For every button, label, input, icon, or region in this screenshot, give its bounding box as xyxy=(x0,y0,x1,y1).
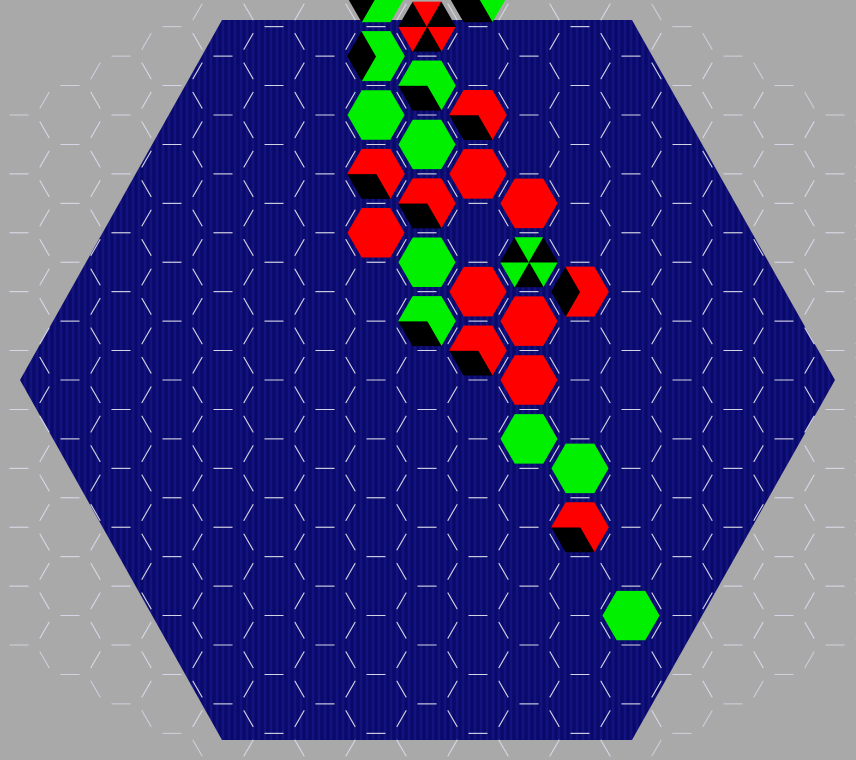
tile-face xyxy=(347,90,405,140)
hex-tile[interactable] xyxy=(449,0,506,23)
hex-tile[interactable] xyxy=(449,89,507,141)
hex-tile[interactable] xyxy=(551,501,609,553)
hex-tile[interactable] xyxy=(347,148,405,200)
tile-segment xyxy=(348,0,375,23)
hex-tile[interactable] xyxy=(500,236,558,288)
hex-tile[interactable] xyxy=(500,414,558,464)
hex-tile[interactable] xyxy=(602,590,660,641)
hex-tile[interactable] xyxy=(500,296,558,346)
hex-tile[interactable] xyxy=(347,208,405,258)
tile-face xyxy=(551,443,609,494)
tile-segment xyxy=(426,178,456,204)
hex-tile[interactable] xyxy=(398,178,456,229)
tile-segment xyxy=(426,295,456,322)
tile-segment xyxy=(477,89,507,116)
tile-face xyxy=(500,296,558,346)
tile-face xyxy=(398,119,456,170)
tile-segment xyxy=(579,266,609,292)
tile-segment xyxy=(450,0,477,23)
hex-tile[interactable] xyxy=(551,266,609,317)
hex-tile[interactable] xyxy=(347,90,405,140)
hex-tile[interactable] xyxy=(398,1,456,52)
hex-tile[interactable] xyxy=(347,30,405,82)
hex-tile[interactable] xyxy=(347,0,404,23)
board-hexagon xyxy=(20,20,835,740)
tile-face xyxy=(500,355,558,405)
hex-tile[interactable] xyxy=(500,355,558,405)
tile-face xyxy=(449,149,507,199)
tile-face xyxy=(500,178,558,229)
tile-face xyxy=(602,590,660,641)
tile-segment xyxy=(477,325,507,351)
tile-segment xyxy=(579,501,609,528)
hex-tile[interactable] xyxy=(449,149,507,199)
hex-tile[interactable] xyxy=(551,443,609,494)
tile-layer xyxy=(347,0,660,641)
tile-segment xyxy=(426,60,456,86)
hex-tile[interactable] xyxy=(398,237,456,287)
hex-tile[interactable] xyxy=(398,295,456,347)
hex-tile[interactable] xyxy=(449,325,507,376)
tile-segment xyxy=(375,30,405,57)
tile-segment xyxy=(528,236,558,263)
tile-face xyxy=(449,266,507,317)
hex-tile[interactable] xyxy=(449,266,507,317)
hex-tile[interactable] xyxy=(500,178,558,229)
tile-face xyxy=(398,237,456,287)
tile-face xyxy=(347,208,405,258)
tile-segment xyxy=(426,1,456,27)
tile-face xyxy=(500,414,558,464)
hex-tile[interactable] xyxy=(398,119,456,170)
tile-segment xyxy=(375,148,405,175)
hex-tile[interactable] xyxy=(398,60,456,111)
